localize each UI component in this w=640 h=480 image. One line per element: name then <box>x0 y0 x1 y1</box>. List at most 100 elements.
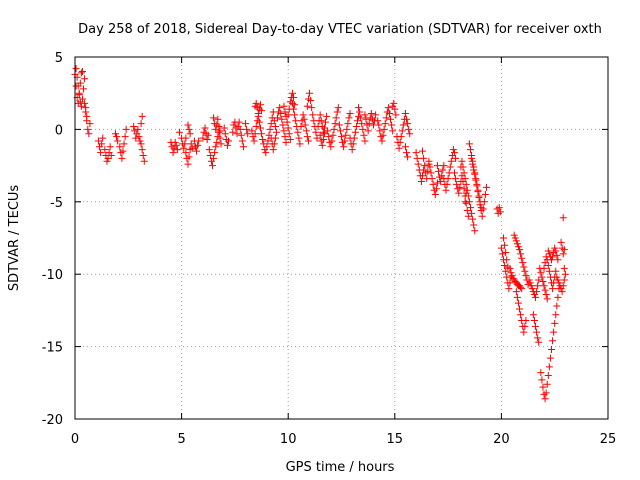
data-point <box>140 157 148 165</box>
data-point <box>452 175 460 183</box>
data-point <box>260 140 268 148</box>
data-point <box>288 89 296 97</box>
data-point <box>424 167 432 175</box>
data-point <box>334 104 342 112</box>
data-point <box>75 89 83 97</box>
data-point <box>335 121 343 129</box>
data-point <box>98 140 106 148</box>
data-point <box>538 273 546 281</box>
data-point <box>295 134 303 142</box>
data-point <box>388 121 396 129</box>
data-point <box>559 282 567 290</box>
data-point <box>545 363 553 371</box>
data-point <box>185 153 193 161</box>
data-point <box>498 250 506 258</box>
data-point <box>300 115 308 123</box>
data-point <box>263 143 271 151</box>
data-point <box>378 137 386 145</box>
data-point <box>186 130 194 138</box>
data-point <box>384 104 392 112</box>
data-point <box>501 262 509 270</box>
plot-frame <box>74 56 609 420</box>
data-point <box>474 188 482 196</box>
data-point <box>352 123 360 131</box>
data-point <box>470 221 478 229</box>
data-point <box>72 82 80 90</box>
data-point <box>552 311 560 319</box>
data-point <box>210 114 218 122</box>
data-point <box>303 133 311 141</box>
data-point <box>220 124 228 132</box>
data-point <box>560 264 568 272</box>
data-point <box>559 214 567 222</box>
data-point <box>475 193 483 201</box>
data-point <box>271 123 279 131</box>
data-point <box>433 162 441 170</box>
data-point <box>302 127 310 135</box>
data-point <box>544 247 552 255</box>
data-point <box>348 146 356 154</box>
data-point <box>540 264 548 272</box>
data-point <box>517 250 525 258</box>
data-point <box>464 212 472 220</box>
data-point <box>507 269 515 277</box>
data-point <box>537 269 545 277</box>
data-point <box>521 322 529 330</box>
data-point <box>450 149 458 157</box>
x-axis-title: GPS time / hours <box>286 460 395 475</box>
data-point <box>560 276 568 284</box>
data-point <box>319 128 327 136</box>
data-point <box>258 107 266 115</box>
data-point <box>290 105 298 113</box>
data-point <box>80 85 88 93</box>
data-point <box>345 114 353 122</box>
data-point <box>428 175 436 183</box>
data-point <box>442 186 450 194</box>
data-point <box>182 149 190 157</box>
data-point <box>121 133 129 141</box>
data-point <box>552 267 560 275</box>
data-point <box>184 160 192 168</box>
data-point <box>360 131 368 139</box>
data-point <box>223 141 231 149</box>
data-point <box>391 105 399 113</box>
data-point <box>283 118 291 126</box>
data-point <box>460 169 468 177</box>
data-point <box>236 125 244 133</box>
data-point <box>431 191 439 199</box>
data-point <box>427 169 435 177</box>
data-point <box>459 178 467 186</box>
data-point <box>304 137 312 145</box>
data-point <box>138 146 146 154</box>
data-point <box>235 118 243 126</box>
data-point <box>527 282 535 290</box>
data-point <box>450 169 458 177</box>
data-point <box>367 109 375 117</box>
data-point <box>459 163 467 171</box>
data-point <box>419 172 427 180</box>
data-point <box>281 133 289 141</box>
data-point <box>516 305 524 313</box>
data-point <box>237 131 245 139</box>
data-point <box>284 124 292 132</box>
data-point <box>356 108 364 116</box>
data-point <box>194 141 202 149</box>
data-point <box>540 282 548 290</box>
data-point <box>233 130 241 138</box>
data-point <box>252 99 260 107</box>
data-point <box>134 125 142 133</box>
data-point <box>294 128 302 136</box>
data-point <box>138 112 146 120</box>
data-point <box>199 134 207 142</box>
x-tick-label: 0 <box>71 432 79 447</box>
data-point <box>243 125 251 133</box>
data-point <box>462 189 470 197</box>
data-point <box>452 154 460 162</box>
data-point <box>497 244 505 252</box>
data-point <box>323 112 331 120</box>
x-tick-label: 5 <box>177 432 185 447</box>
data-point <box>471 170 479 178</box>
data-point <box>501 241 509 249</box>
data-point <box>313 134 321 142</box>
data-point <box>212 125 220 133</box>
